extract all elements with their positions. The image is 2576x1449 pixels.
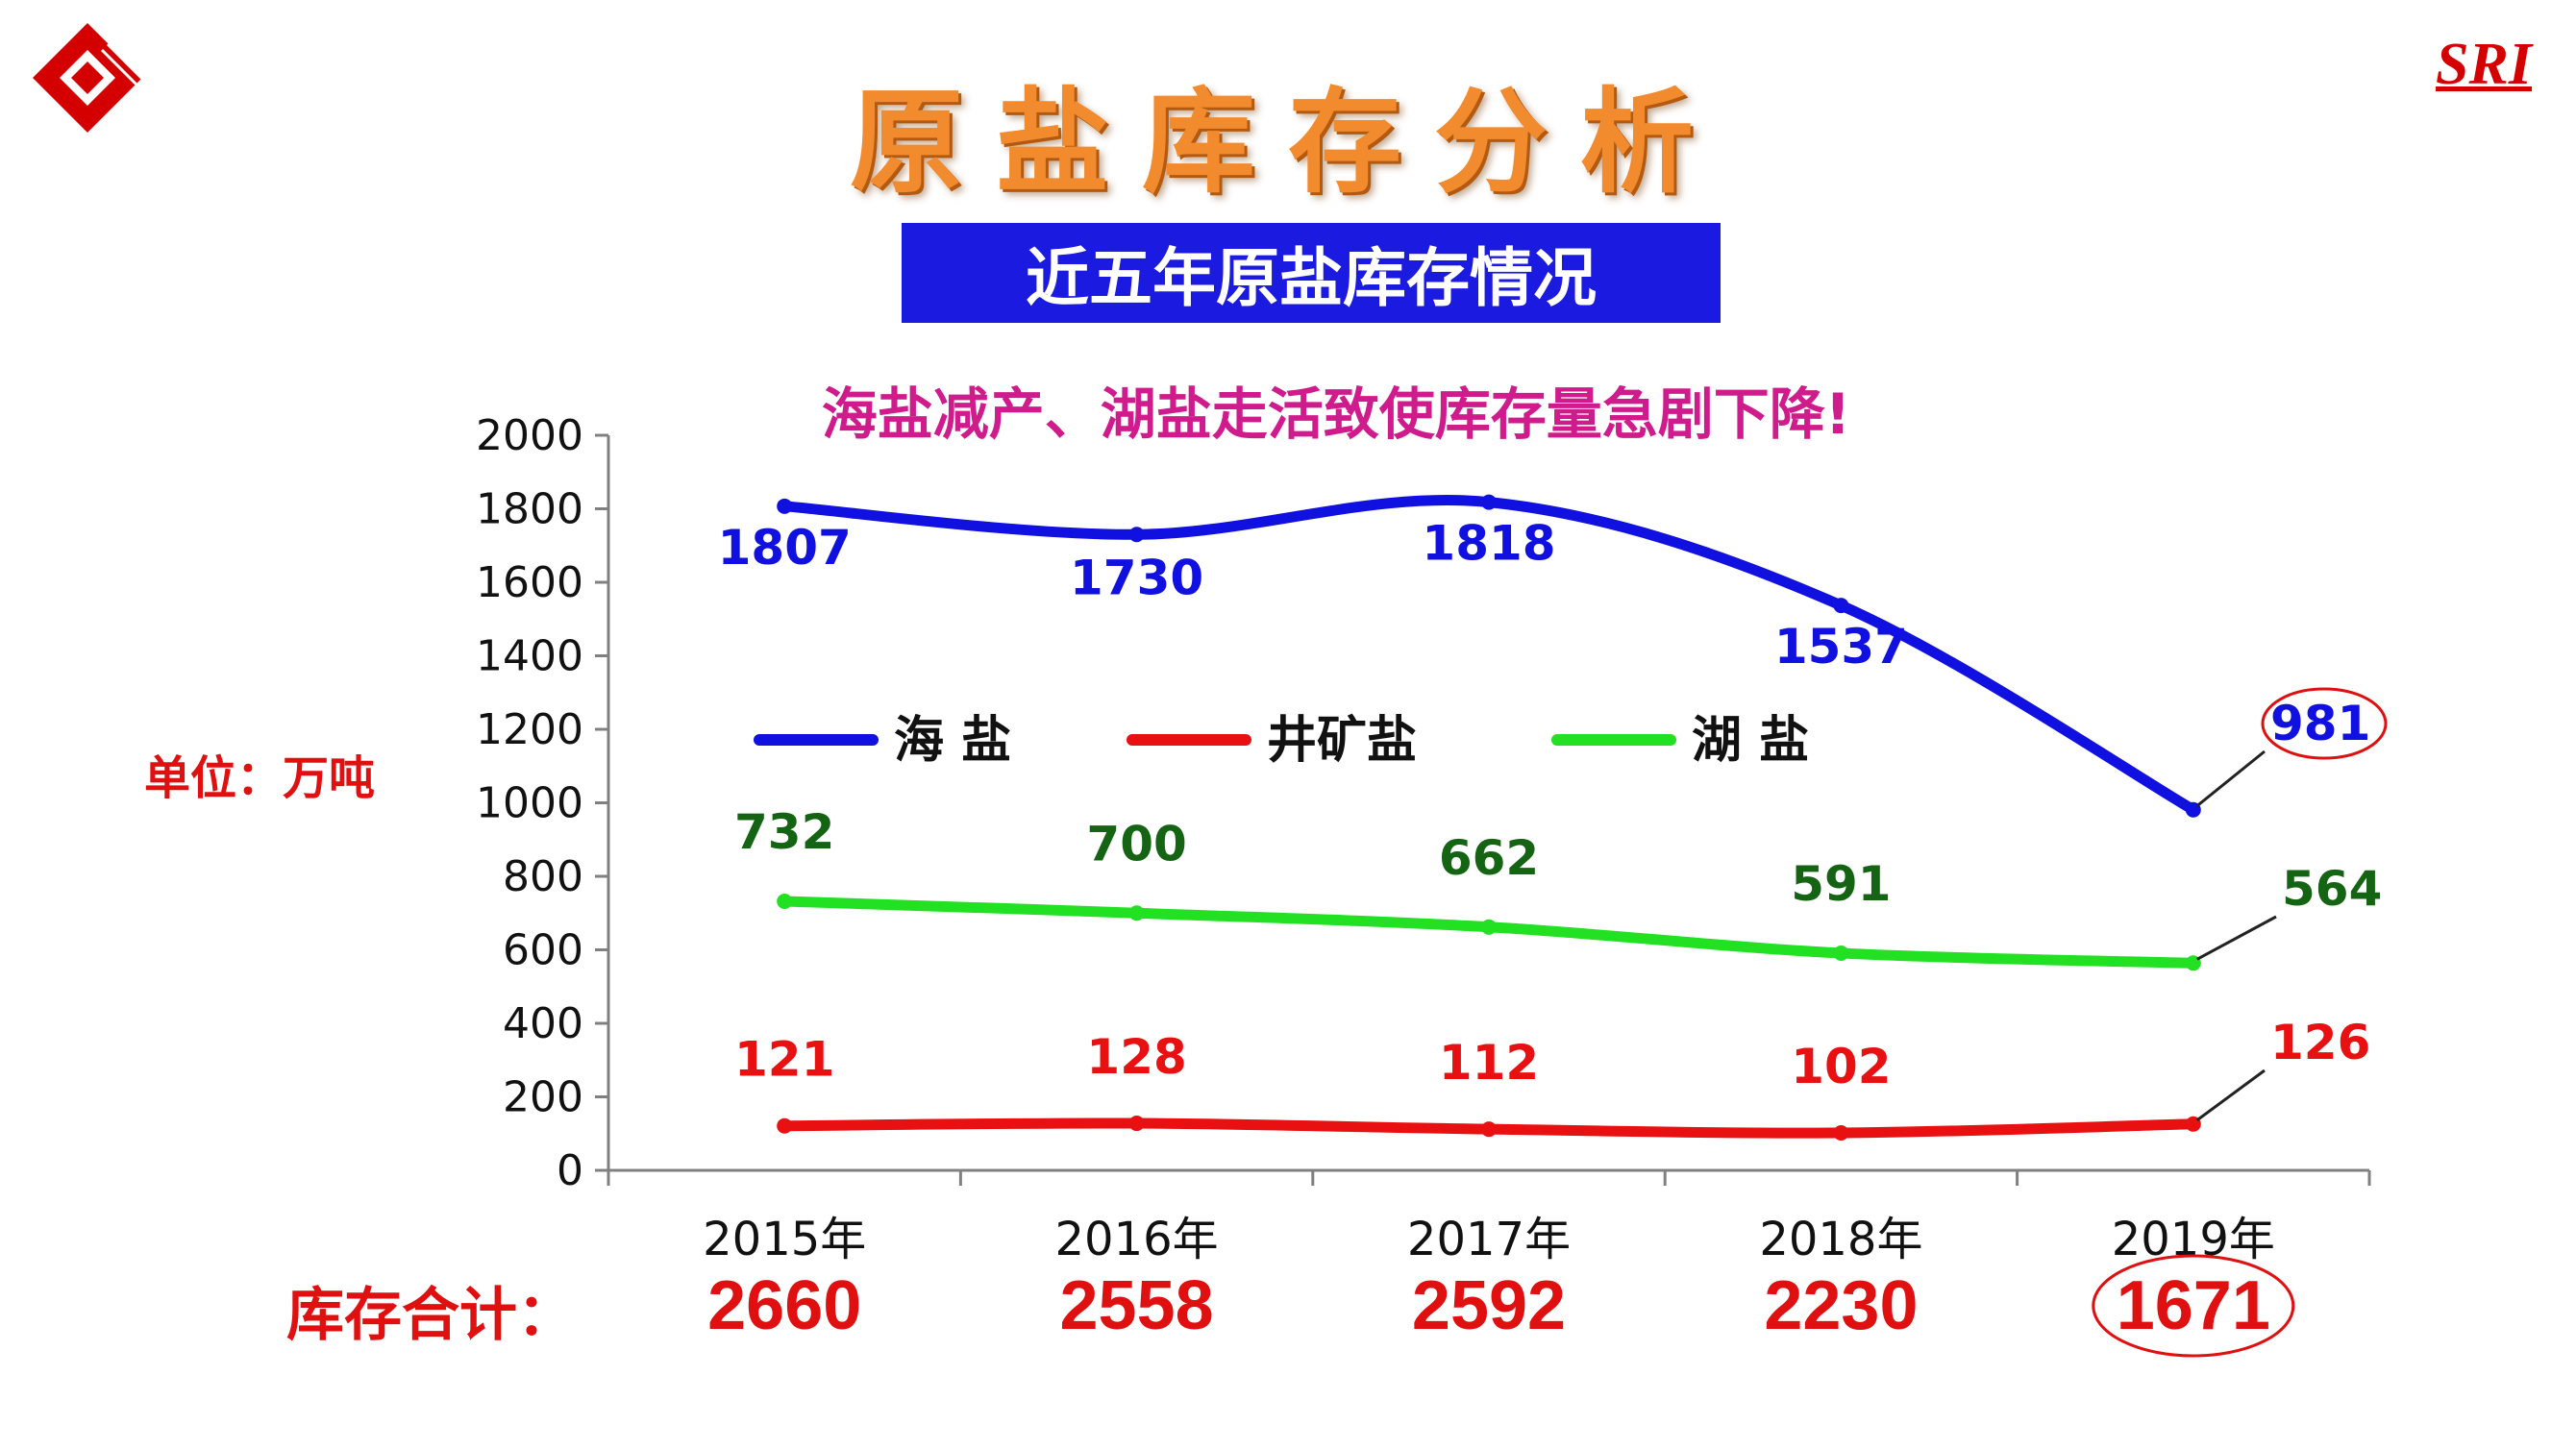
y-tick-label: 1600 — [476, 558, 583, 607]
sea-salt-data-label: 1730 — [1070, 550, 1203, 605]
well-salt-data-label: 128 — [1086, 1029, 1186, 1085]
company-logo-icon — [33, 23, 144, 133]
x-tick-label: 2018年 — [1759, 1213, 1922, 1266]
legend-label-lake-salt: 湖 盐 — [1692, 712, 1809, 770]
sea-salt-point — [777, 498, 793, 514]
y-tick-label: 400 — [503, 999, 583, 1048]
lake-salt-point — [1833, 945, 1849, 961]
data-label-leader — [2195, 749, 2266, 807]
lake-salt-point — [1128, 905, 1145, 921]
y-tick-label: 1400 — [476, 632, 583, 681]
well-salt-data-label: 126 — [2270, 1015, 2370, 1070]
y-tick-label: 1800 — [476, 485, 583, 534]
well-salt-point — [1833, 1124, 1849, 1141]
data-label-leader — [2195, 1068, 2266, 1122]
well-salt-point — [777, 1117, 793, 1134]
brand-mark: SRI — [2436, 32, 2532, 97]
chart-subtitle-text: 近五年原盐库存情况 — [1026, 241, 1597, 315]
data-label-leader — [2196, 915, 2277, 961]
headline-note: 海盐减产、湖盐走活致使库存量急剧下降! — [821, 381, 1851, 447]
lake-salt-point — [777, 894, 793, 910]
sea-salt-point — [1833, 598, 1849, 614]
lake-salt-data-label: 662 — [1439, 830, 1539, 886]
x-tick-label: 2016年 — [1055, 1213, 1219, 1266]
well-salt-data-label: 102 — [1791, 1039, 1891, 1094]
lake-salt-data-label: 700 — [1086, 816, 1186, 872]
lake-salt-data-label: 732 — [734, 804, 834, 860]
lake-salt-data-label: 591 — [1791, 856, 1891, 912]
lake-salt-point — [1481, 919, 1497, 935]
y-tick-label: 600 — [503, 926, 583, 975]
x-tick-label: 2019年 — [2112, 1213, 2275, 1266]
lake-salt-data-label: 564 — [2282, 861, 2382, 917]
sea-salt-point — [1481, 494, 1497, 510]
highlight-circle — [2261, 687, 2388, 760]
highlight-circle — [2092, 1254, 2295, 1358]
chart-subtitle: 近五年原盐库存情况 — [902, 223, 1721, 323]
total-value: 2230 — [1764, 1267, 1918, 1344]
x-tick-label: 2017年 — [1407, 1213, 1571, 1266]
unit-label: 单位：万吨 — [144, 751, 376, 805]
y-tick-label: 1200 — [476, 705, 583, 754]
x-tick-label: 2015年 — [703, 1213, 866, 1266]
y-tick-label: 2000 — [476, 411, 583, 460]
sea-salt-point — [1128, 527, 1145, 543]
y-tick-label: 800 — [503, 852, 583, 901]
legend-label-well-salt: 井矿盐 — [1267, 712, 1417, 770]
total-value: 2592 — [1412, 1267, 1566, 1344]
well-salt-data-label: 121 — [734, 1032, 834, 1088]
y-tick-label: 0 — [557, 1146, 583, 1195]
total-value: 2660 — [707, 1267, 861, 1344]
y-tick-label: 200 — [503, 1073, 583, 1122]
total-label: 库存合计： — [286, 1282, 575, 1349]
sea-salt-data-label: 981 — [2270, 696, 2370, 751]
well-salt-data-label: 112 — [1439, 1035, 1539, 1091]
sea-salt-data-label: 1807 — [718, 520, 852, 576]
page-title: 原盐库存分析 — [849, 76, 1726, 209]
sea-salt-data-label: 1818 — [1422, 516, 1555, 572]
y-tick-label: 1000 — [476, 779, 583, 828]
total-value: 1671 — [2117, 1267, 2270, 1344]
well-salt-point — [1128, 1116, 1145, 1132]
legend-label-sea-salt: 海 盐 — [894, 712, 1011, 770]
well-salt-point — [1481, 1121, 1497, 1138]
sea-salt-data-label: 1537 — [1774, 619, 1908, 675]
total-value: 2558 — [1060, 1267, 1214, 1344]
